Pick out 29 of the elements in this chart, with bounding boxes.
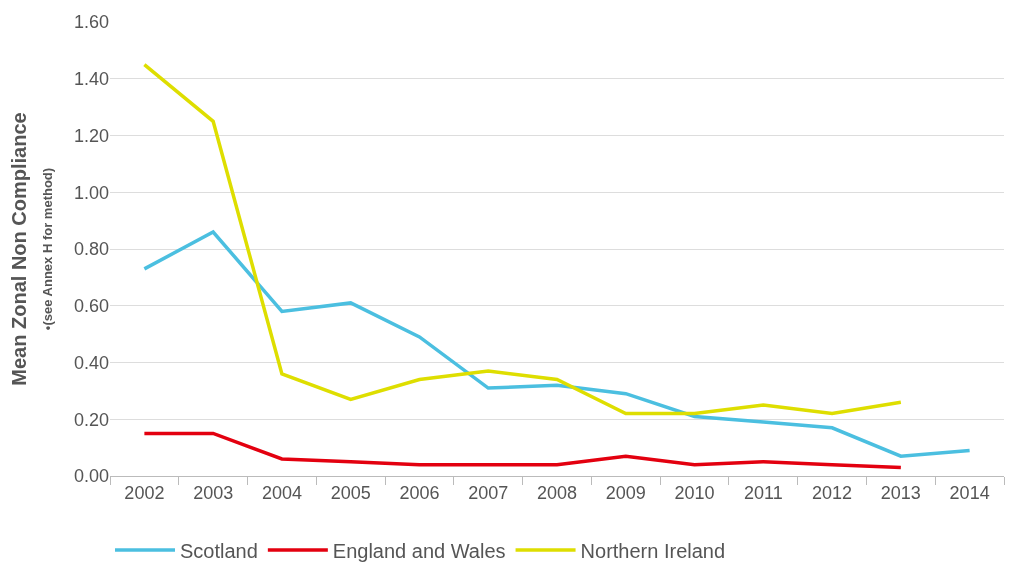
x-tick-label: 2012 (812, 482, 853, 503)
line-series (142, 230, 972, 458)
y-tick-label: 1.60 (73, 12, 109, 33)
x-tick-label: 2006 (399, 482, 440, 503)
legend-label: England and Wales (332, 539, 506, 562)
y-tick-label: 0.60 (73, 296, 109, 317)
x-tick-label: 2003 (193, 482, 234, 503)
x-tick-label: 2009 (605, 482, 646, 503)
x-tick-label: 2008 (536, 482, 578, 503)
y-tick-label: 0.00 (73, 466, 109, 487)
x-tick-label: 2014 (949, 482, 990, 503)
legend-label: Northern Ireland (580, 539, 726, 562)
y-axis-title: Mean Zonal Non Compliance •(see Annex H for method) (8, 112, 56, 386)
x-tick-label: 2010 (674, 482, 715, 503)
x-tick-label: 2005 (330, 482, 371, 503)
x-tick-label: 2007 (468, 482, 509, 503)
y-tick-label: 0.20 (73, 409, 109, 430)
y-tick-label: 0.80 (73, 239, 109, 260)
legend-label: Scotland (180, 539, 258, 562)
y-tick-label: 1.20 (73, 125, 109, 146)
x-tick-label: 2002 (124, 482, 165, 503)
y-tick-label: 1.00 (73, 182, 109, 203)
x-tick-label: 2013 (880, 482, 921, 503)
line-series (142, 62, 903, 416)
y-tick-label: 1.40 (73, 69, 109, 90)
x-tick-label: 2004 (261, 482, 302, 503)
x-tick-label: 2011 (743, 482, 783, 503)
line-series (142, 431, 903, 470)
y-tick-label: 0.40 (73, 352, 109, 373)
